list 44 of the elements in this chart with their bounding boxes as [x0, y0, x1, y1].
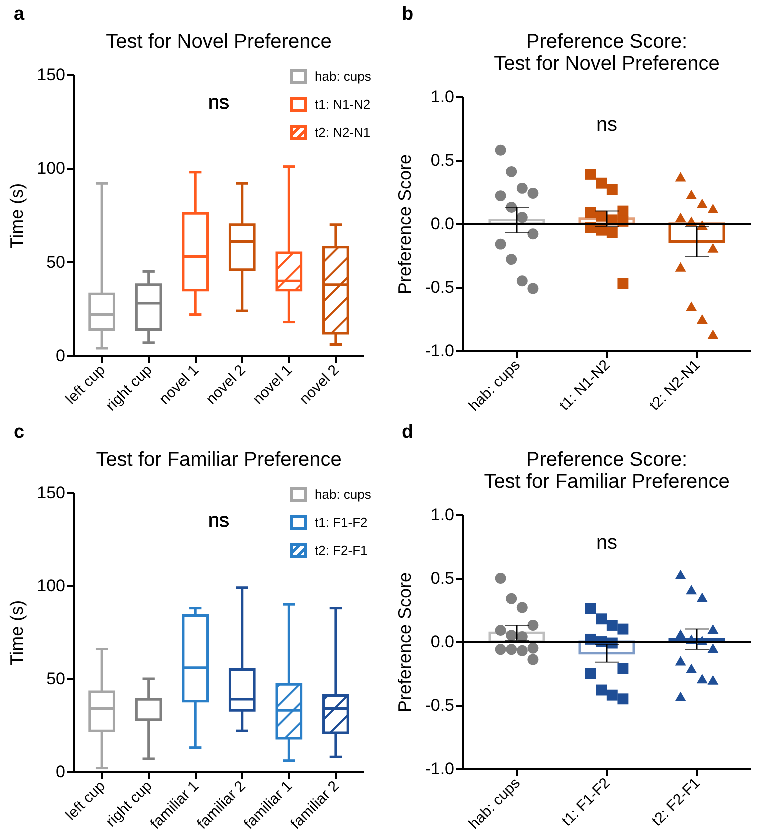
x-tick-label: left cup [62, 362, 109, 408]
y-tick-label: 0.5 [430, 151, 454, 170]
y-tick-label: 100 [37, 159, 66, 178]
chart-title: Test for Familiar Preference [96, 449, 342, 471]
chart-title: Preference Score: Test for Familiar Preference [484, 449, 730, 493]
y-tick-label: -0.5 [425, 696, 454, 715]
legend-label: t2: N2-N1 [315, 124, 371, 140]
y-tick-label: 0 [56, 762, 66, 782]
annotation: ns [596, 532, 618, 554]
legend-label: hab: cups [315, 68, 372, 84]
text: a [14, 4, 25, 26]
y-tick-label: 0.0 [430, 632, 454, 652]
y-tick-label: 0.0 [430, 214, 454, 234]
y-tick-label: 150 [37, 66, 66, 84]
text: d [402, 422, 414, 444]
x-tick-label: left cup [62, 778, 109, 824]
text: b [402, 4, 414, 26]
y-tick-label: 0.5 [430, 569, 454, 588]
x-tick-label: hab: cups [466, 356, 524, 415]
legend-label: t1: F1-F2 [315, 514, 368, 530]
y-axis-title: Time (s) [7, 183, 28, 249]
y-tick-label: -0.5 [425, 278, 454, 297]
y-tick-label: -1.0 [425, 342, 454, 360]
chart-title: Preference Score: Test for Novel Preference [494, 31, 720, 75]
y-axis-title: Preference Score [395, 154, 416, 295]
x-tick-label: hab: cups [466, 774, 524, 833]
legend-label: hab: cups [315, 486, 372, 502]
y-tick-label: 1.0 [430, 88, 454, 106]
y-axis-title: Preference Score [395, 572, 416, 713]
y-tick-label: 0 [56, 346, 66, 366]
y-tick-label: 50 [46, 252, 66, 272]
text: c [14, 422, 25, 444]
y-tick-label: -1.0 [425, 760, 454, 778]
annotation: ns [208, 92, 230, 114]
legend-label: t2: F2-F1 [315, 542, 368, 558]
legend-label: t1: N1-N2 [315, 96, 371, 112]
y-tick-label: 50 [46, 670, 66, 688]
chart-title: Test for Novel Preference [106, 31, 332, 53]
y-axis-title: Time (s) [7, 600, 28, 666]
y-tick-label: 150 [37, 484, 66, 502]
y-tick-label: 1.0 [430, 506, 454, 524]
annotation: ns [596, 114, 618, 136]
y-tick-label: 100 [37, 576, 66, 596]
annotation: ns [208, 510, 230, 532]
